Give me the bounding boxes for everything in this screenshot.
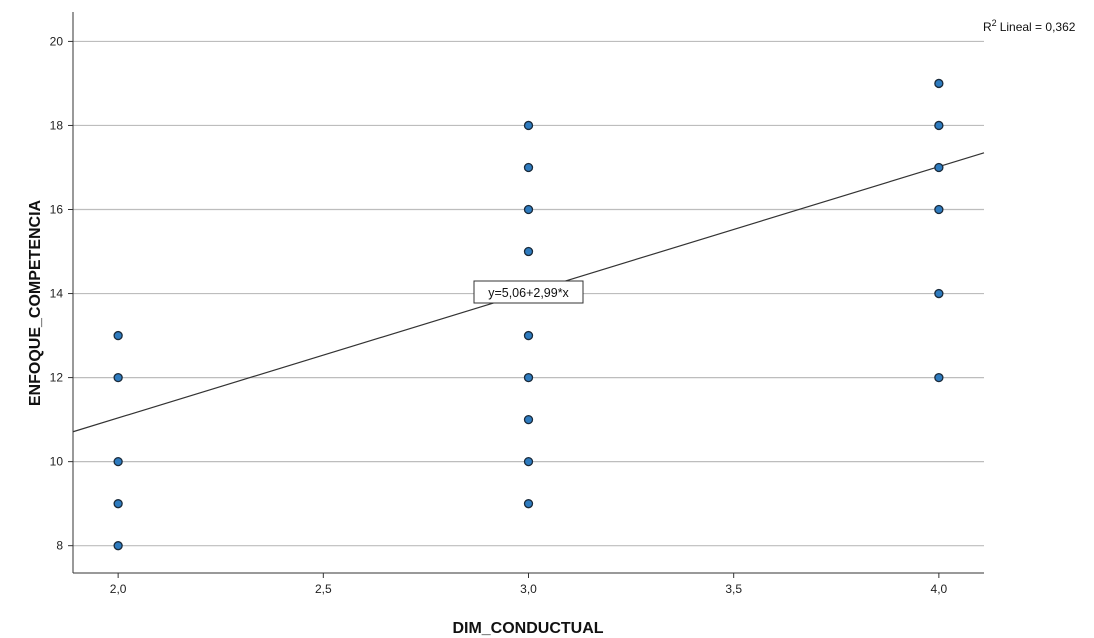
data-point [523, 120, 534, 131]
data-point [113, 372, 123, 383]
data-point [934, 288, 944, 299]
data-point [523, 414, 534, 425]
equation-text: y=5,06+2,99*x [488, 286, 569, 300]
r2-prefix: R [983, 20, 992, 34]
x-tick-label: 2,0 [110, 582, 127, 596]
y-tick-label: 16 [50, 203, 64, 217]
y-tick-label: 20 [50, 34, 64, 48]
data-point [934, 372, 944, 383]
data-point [523, 204, 534, 215]
x-tick-label: 4,0 [931, 582, 948, 596]
x-tick-label: 3,0 [520, 582, 537, 596]
data-point [934, 78, 944, 89]
y-tick-label: 8 [56, 539, 63, 553]
data-point [113, 330, 123, 341]
data-point [113, 499, 123, 509]
equation-label: y=5,06+2,99*x [473, 280, 584, 304]
data-point [934, 204, 944, 215]
data-point [934, 162, 944, 173]
y-axis-title: ENFOQUE_COMPETENCIA [27, 199, 44, 406]
data-point [523, 456, 534, 467]
data-point [523, 330, 534, 341]
y-tick-label: 14 [50, 287, 64, 301]
r2-value: Lineal = 0,362 [1000, 20, 1076, 34]
data-point [934, 120, 944, 131]
y-tick-label: 10 [50, 455, 64, 469]
data-point [523, 246, 534, 257]
x-tick-labels: 2,0 2,5 3,0 3,5 4,0 [110, 573, 948, 596]
y-tick-label: 18 [50, 118, 64, 132]
data-point [523, 372, 534, 383]
equation-box [473, 280, 584, 304]
x-axis-title: DIM_CONDUCTUAL [452, 620, 603, 637]
y-tick-labels: 8 10 12 14 16 18 20 [50, 34, 73, 553]
x-tick-label: 2,5 [315, 582, 332, 596]
data-point [523, 499, 534, 509]
r2-superscript: 2 [992, 18, 997, 28]
data-point [113, 456, 123, 467]
data-points [113, 78, 944, 551]
data-point [523, 162, 534, 173]
y-tick-label: 12 [50, 371, 64, 385]
x-tick-label: 3,5 [725, 582, 742, 596]
data-point [113, 541, 123, 551]
r2-label: R2 Lineal = 0,362 [983, 18, 1076, 34]
